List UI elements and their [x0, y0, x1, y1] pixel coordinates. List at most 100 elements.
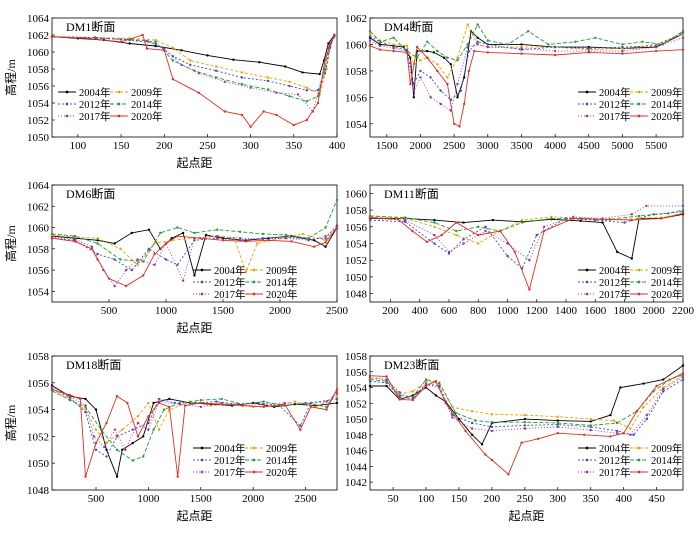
legend-label: 2020年 [651, 466, 683, 479]
legend: 2004年 2009年 2012年 2014年 2017年 2020年 [58, 86, 163, 123]
data-point [241, 404, 244, 407]
data-point [415, 56, 419, 59]
data-point [396, 218, 399, 221]
data-point [124, 448, 127, 451]
data-point [238, 237, 242, 240]
legend-label: 2017年 [214, 288, 246, 301]
x-tick-label: 400 [615, 493, 632, 505]
data-point [411, 398, 414, 402]
legend-label: 2014年 [651, 276, 683, 289]
data-point [446, 82, 449, 86]
data-point [398, 398, 401, 401]
data-point [85, 37, 88, 40]
legend-marker [117, 102, 121, 106]
data-point [368, 378, 372, 381]
data-point [79, 397, 82, 401]
legend-marker [65, 114, 69, 118]
data-point [457, 417, 461, 421]
data-point [621, 49, 624, 53]
x-tick-label: 250 [199, 140, 216, 152]
series-line-3 [51, 387, 338, 458]
data-point [124, 268, 128, 272]
data-point [440, 233, 443, 237]
data-point [456, 96, 459, 99]
data-point [153, 263, 156, 266]
data-point [335, 224, 339, 227]
legend-label: 2012年 [214, 454, 246, 467]
data-point [681, 378, 685, 381]
data-point [655, 384, 658, 388]
data-point [288, 80, 291, 84]
y-tick-label: 1048 [345, 430, 368, 442]
data-point [90, 245, 94, 248]
x-tick-label: 2000 [269, 305, 292, 317]
series-line-5 [51, 386, 338, 451]
data-point [193, 274, 196, 277]
data-point [486, 43, 489, 46]
data-point [523, 413, 527, 417]
plot-frame [51, 355, 338, 491]
data-point [438, 381, 441, 384]
data-point [100, 428, 103, 431]
data-point [523, 424, 527, 427]
legend-marker [585, 446, 589, 450]
x-tick-label: 500 [101, 305, 118, 317]
legend-marker [200, 268, 204, 272]
data-point [147, 421, 150, 425]
data-point [221, 239, 225, 242]
x-tick-label: 1000 [137, 493, 160, 505]
data-point [299, 428, 302, 431]
data-point [216, 234, 219, 238]
data-point [513, 250, 516, 254]
data-point [474, 419, 477, 422]
legend-label: 2017年 [79, 110, 111, 123]
data-point [142, 455, 145, 458]
data-point [392, 43, 395, 46]
data-point [439, 89, 442, 92]
data-point [587, 47, 590, 50]
data-point [426, 49, 429, 53]
data-point [290, 240, 293, 243]
y-tick-label: 1062 [27, 201, 49, 213]
data-point [73, 234, 77, 238]
data-point [94, 408, 98, 411]
series-line-3 [369, 211, 684, 270]
legend-label: 2004年 [599, 442, 631, 455]
data-point [288, 84, 291, 88]
data-point [323, 59, 327, 62]
legend-label: 2012年 [214, 276, 246, 289]
data-point [316, 101, 320, 105]
data-point [542, 225, 546, 228]
series-line-1 [369, 30, 684, 100]
data-point [535, 233, 538, 237]
data-point [262, 405, 265, 409]
data-point [536, 437, 540, 440]
data-point [409, 82, 412, 86]
series-line-2 [51, 389, 338, 444]
data-point [405, 51, 409, 54]
data-point [589, 417, 592, 421]
data-point [214, 76, 218, 79]
x-tick-label: 2000 [409, 140, 432, 152]
data-point [284, 237, 287, 240]
data-point [368, 35, 372, 38]
data-point [206, 54, 209, 57]
legend-marker [585, 470, 589, 474]
chart-title: DM6断面 [66, 186, 115, 201]
data-point [630, 218, 633, 222]
data-point [368, 216, 372, 219]
data-point [470, 427, 474, 430]
data-point [153, 242, 156, 245]
data-point [84, 404, 87, 407]
data-point [159, 231, 162, 235]
data-point [240, 71, 244, 74]
legend-marker [637, 470, 641, 474]
data-point [615, 421, 619, 425]
data-point [199, 405, 202, 409]
data-point [601, 221, 604, 224]
data-point [216, 228, 219, 231]
data-point [419, 59, 422, 62]
y-tick-label: 1050 [345, 414, 368, 426]
data-point [368, 32, 372, 36]
data-point [84, 411, 87, 414]
